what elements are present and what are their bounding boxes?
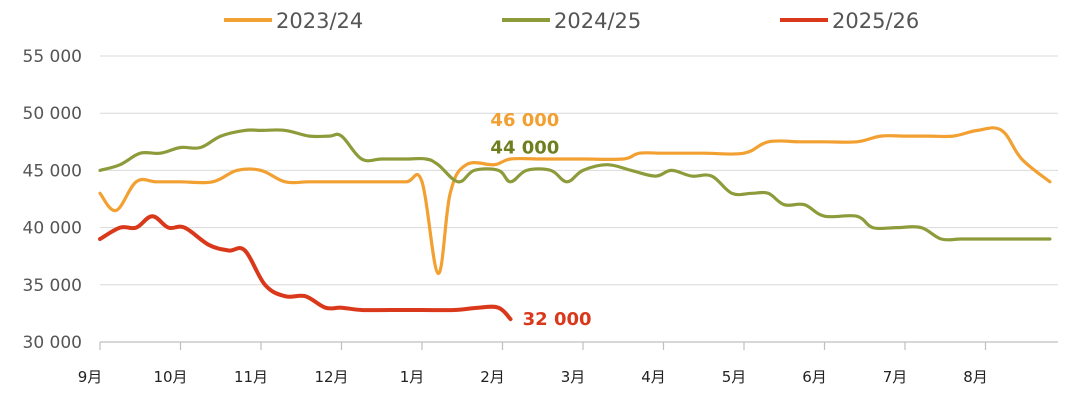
data-label: 32 000 [523,309,592,330]
y-tick-label: 45 000 [23,161,82,181]
gridlines [100,55,1058,343]
x-tick-label: 1月 [400,368,425,386]
data-label: 44 000 [490,138,559,159]
legend-entry: 2024/25 [554,9,641,33]
series-line-2025-26 [98,214,513,322]
x-tick-label: 11月 [234,368,268,386]
legend: 2023/24 2024/25 2025/26 [224,9,919,33]
y-tick-label: 35 000 [23,276,82,296]
annotations: 46 000 44 000 32 000 [490,110,591,330]
y-axis-ticks: 30 000 35 000 40 000 45 000 50 000 55 000 [23,47,82,353]
x-tick-label: 7月 [883,368,908,386]
legend-entry: 2025/26 [832,9,919,33]
series-line-2024-25 [98,128,1052,242]
x-tick-label: 9月 [78,368,103,386]
x-axis: 9月 10月 11月 12月 1月 2月 3月 4月 5月 6月 7月 8月 [78,341,1058,386]
series-lines [98,126,1052,322]
x-tick-label: 8月 [963,368,988,386]
y-tick-label: 55 000 [23,47,82,67]
x-tick-label: 2月 [480,368,505,386]
x-tick-label: 4月 [641,368,666,386]
series-line-2023-24 [98,126,1052,276]
x-tick-label: 6月 [802,368,827,386]
x-tick-label: 10月 [153,368,187,386]
x-tick-label: 5月 [722,368,747,386]
x-tick-label: 12月 [314,368,348,386]
y-tick-label: 50 000 [23,104,82,124]
x-tick-label: 3月 [561,368,586,386]
y-tick-label: 30 000 [23,333,82,353]
y-tick-label: 40 000 [23,219,82,239]
data-label: 46 000 [490,110,559,131]
legend-entry: 2023/24 [276,9,363,33]
